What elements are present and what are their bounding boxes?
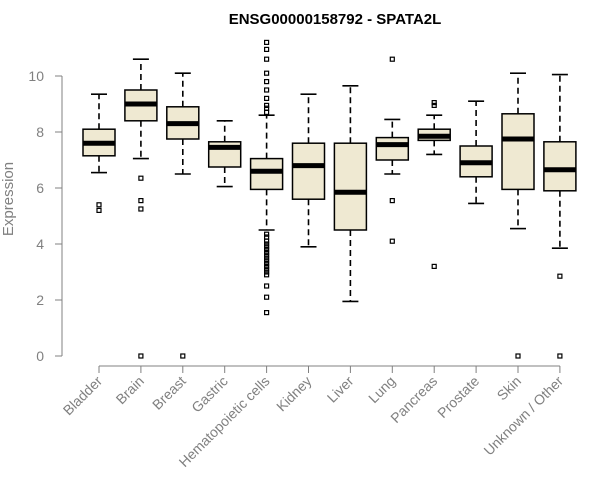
outlier-point xyxy=(264,231,270,237)
box-hematopoietic-cells xyxy=(249,39,284,316)
outlier-point xyxy=(264,310,270,316)
x-tick-label: Pancreas xyxy=(387,373,440,426)
outlier-point xyxy=(264,266,270,272)
outlier-point xyxy=(180,353,186,359)
box-lung xyxy=(375,56,410,244)
outlier-point xyxy=(389,238,395,244)
x-tick-label: Kidney xyxy=(273,373,315,415)
outlier-point xyxy=(557,353,563,359)
x-tick-label: Bladder xyxy=(60,373,106,419)
outlier-point xyxy=(264,39,270,46)
outlier-point xyxy=(389,56,395,62)
outlier-point xyxy=(264,247,270,253)
outlier-point xyxy=(557,273,563,279)
y-tick-label: 6 xyxy=(36,180,44,196)
box-kidney xyxy=(291,93,326,248)
outlier-point xyxy=(138,175,144,181)
outlier-point xyxy=(264,258,270,264)
outlier-point xyxy=(264,241,270,247)
outlier-point xyxy=(96,202,102,208)
x-tick-label: Unknown / Other xyxy=(480,373,566,459)
box-iqr xyxy=(333,142,368,231)
y-axis: 0 2 4 6 8 10 xyxy=(28,68,63,364)
box-iqr xyxy=(501,113,535,191)
outlier-point xyxy=(431,102,437,109)
y-axis-label: Expression xyxy=(0,162,17,236)
outlier-point xyxy=(264,95,270,102)
box-pancreas xyxy=(417,99,451,269)
box-iqr xyxy=(375,136,410,161)
x-tick-label: Prostate xyxy=(434,373,482,421)
y-tick-label: 0 xyxy=(36,348,44,364)
outlier-point xyxy=(264,46,270,53)
outlier-point xyxy=(431,263,437,269)
outlier-point xyxy=(138,206,144,212)
boxes-group xyxy=(82,39,577,359)
box-gastric xyxy=(207,120,242,188)
outlier-point xyxy=(264,105,270,111)
outlier-point xyxy=(264,269,270,275)
box-liver xyxy=(333,85,368,303)
outlier-point xyxy=(515,353,521,359)
y-tick-label: 8 xyxy=(36,124,44,140)
outlier-point xyxy=(264,56,270,62)
outlier-point xyxy=(264,263,270,269)
outlier-point xyxy=(138,198,144,204)
outlier-point xyxy=(264,238,270,244)
outlier-point xyxy=(264,283,270,289)
box-bladder xyxy=(82,93,116,213)
outlier-point xyxy=(264,78,270,85)
box-iqr xyxy=(249,157,284,191)
outlier-point xyxy=(264,249,270,255)
outlier-point xyxy=(264,252,270,258)
box-iqr xyxy=(543,141,577,192)
box-iqr xyxy=(291,142,326,200)
outlier-point xyxy=(264,255,270,261)
y-tick-label: 4 xyxy=(36,236,44,252)
x-tick-label: Lung xyxy=(365,373,398,406)
x-tick-label: Liver xyxy=(324,373,357,406)
outlier-point xyxy=(431,99,437,106)
box-prostate xyxy=(459,100,493,205)
outlier-point xyxy=(389,198,395,204)
outlier-point xyxy=(264,109,270,116)
x-tick-label: Breast xyxy=(149,373,189,413)
x-tick-label: Brain xyxy=(113,373,147,407)
box-breast xyxy=(166,72,200,359)
y-tick-label: 2 xyxy=(36,292,44,308)
box-unknown-other xyxy=(543,73,577,359)
y-tick-label: 10 xyxy=(28,68,44,84)
outlier-point xyxy=(264,244,270,250)
chart-title: ENSG00000158792 - SPATA2L xyxy=(229,11,442,28)
outlier-point xyxy=(264,294,270,300)
outlier-point xyxy=(264,70,270,76)
outlier-point xyxy=(264,102,270,109)
outlier-point xyxy=(264,272,270,278)
box-brain xyxy=(124,58,158,359)
box-skin xyxy=(501,72,535,359)
outlier-point xyxy=(264,87,270,93)
outlier-point xyxy=(264,261,270,267)
outlier-point xyxy=(96,207,102,213)
outlier-point xyxy=(138,353,144,359)
x-tick-label: Skin xyxy=(494,373,525,404)
